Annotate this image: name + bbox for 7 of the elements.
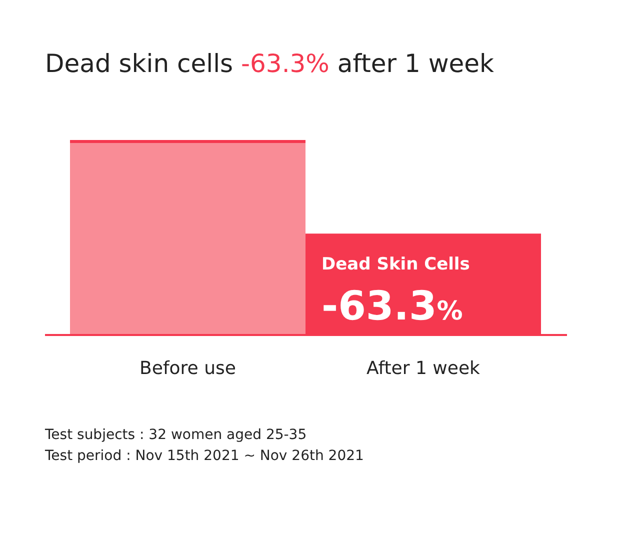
x-tick-label: After 1 week	[366, 358, 481, 379]
text: Test subjects : 32 women aged 25-35	[44, 427, 307, 443]
annotation: Dead Skin Cells	[322, 254, 470, 275]
text: Test period : Nov 15th 2021 ~ Nov 26th 2021	[44, 448, 364, 464]
x-tick-label: Before use	[140, 358, 236, 379]
annotation: -63.3%	[322, 284, 463, 330]
chart-title: Dead skin cells -63.3% after 1 week	[45, 49, 495, 78]
